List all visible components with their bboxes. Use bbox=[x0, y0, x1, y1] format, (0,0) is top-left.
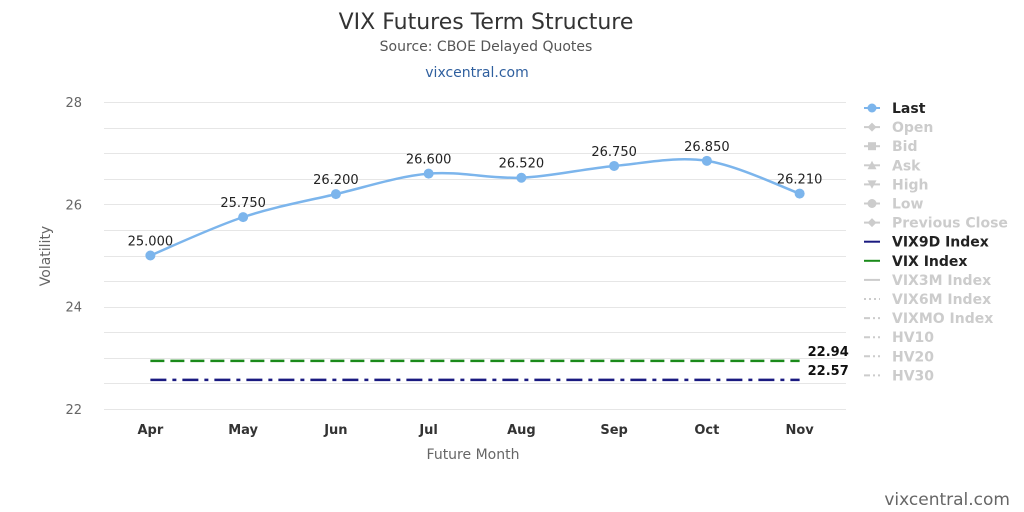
legend-label: VIX9D Index bbox=[892, 235, 989, 251]
legend-label: Low bbox=[892, 197, 924, 213]
reference-line-label: 22.94 bbox=[808, 345, 849, 360]
legend-label: VIX6M Index bbox=[892, 292, 991, 308]
legend-item[interactable]: VIX6M Index bbox=[864, 292, 991, 308]
data-point[interactable] bbox=[516, 172, 527, 183]
legend-label: Previous Close bbox=[892, 216, 1008, 232]
legend-label: VIX Index bbox=[892, 254, 967, 270]
legend-label: VIX3M Index bbox=[892, 273, 991, 289]
legend-item[interactable]: HV30 bbox=[864, 368, 934, 384]
legend-circle-icon bbox=[867, 199, 877, 208]
reference-lines: 22.94 22.57 bbox=[150, 345, 849, 382]
legend-item[interactable]: VIX Index bbox=[864, 254, 967, 270]
data-label: 26.210 bbox=[777, 173, 823, 188]
x-tick-label: Apr bbox=[137, 423, 163, 438]
series-last: 25.000 25.750 26.200 26.600 26.520 26.750 26.8… bbox=[128, 140, 823, 261]
legend-item[interactable]: VIX3M Index bbox=[864, 273, 991, 289]
data-label: 26.520 bbox=[499, 157, 545, 172]
y-tick-label: 28 bbox=[65, 96, 82, 111]
data-point[interactable] bbox=[423, 168, 434, 179]
legend-item[interactable]: Previous Close bbox=[864, 216, 1008, 232]
legend-item[interactable]: Bid bbox=[864, 139, 918, 155]
y-tick-label: 26 bbox=[65, 198, 82, 213]
legend-item[interactable]: High bbox=[864, 177, 929, 193]
legend-circle-icon bbox=[867, 103, 877, 113]
legend-label: VIXMO Index bbox=[892, 311, 993, 327]
data-point[interactable] bbox=[238, 212, 249, 223]
x-tick-label: Aug bbox=[507, 423, 536, 438]
data-label: 26.850 bbox=[684, 140, 730, 155]
data-label: 25.750 bbox=[220, 196, 266, 211]
legend-label: High bbox=[892, 177, 929, 193]
x-axis-title: Future Month bbox=[427, 447, 520, 463]
legend-item[interactable]: VIX9D Index bbox=[864, 235, 989, 251]
x-tick-label: May bbox=[228, 423, 258, 438]
legend-item[interactable]: Low bbox=[864, 197, 924, 213]
legend-diamond-icon bbox=[867, 122, 877, 132]
x-tick-label: Jul bbox=[418, 423, 438, 438]
y-axis-title: Volatility bbox=[38, 226, 54, 286]
legend-label: Bid bbox=[892, 139, 918, 155]
legend-label: Ask bbox=[892, 158, 921, 174]
y-tick-label: 22 bbox=[65, 403, 82, 418]
data-label: 25.000 bbox=[128, 235, 174, 250]
legend-item[interactable]: HV10 bbox=[864, 330, 934, 346]
legend-item[interactable]: Open bbox=[864, 120, 933, 136]
data-label: 26.600 bbox=[406, 153, 452, 168]
data-point[interactable] bbox=[701, 155, 712, 166]
data-point[interactable] bbox=[145, 250, 156, 261]
x-tick-label: Nov bbox=[785, 423, 814, 438]
legend-label: HV30 bbox=[892, 368, 934, 384]
legend-label: Open bbox=[892, 120, 933, 136]
reference-line-label: 22.57 bbox=[808, 364, 849, 379]
legend-label: HV10 bbox=[892, 330, 934, 346]
data-point[interactable] bbox=[794, 188, 805, 199]
data-point[interactable] bbox=[609, 160, 620, 171]
legend-label: HV20 bbox=[892, 349, 934, 365]
legend: Last Open Bid Ask High Low Previous Close VIX9D… bbox=[864, 101, 1008, 384]
vixcentral-link[interactable]: vixcentral.com bbox=[425, 65, 528, 81]
chart-title: VIX Futures Term Structure bbox=[339, 10, 634, 35]
data-label: 26.750 bbox=[591, 145, 637, 160]
x-tick-label: Oct bbox=[694, 423, 719, 438]
legend-label: Last bbox=[892, 101, 926, 117]
legend-item[interactable]: VIXMO Index bbox=[864, 311, 993, 327]
chart-subtitle: Source: CBOE Delayed Quotes bbox=[380, 39, 593, 55]
credit-link[interactable]: vixcentral.com bbox=[884, 490, 1010, 510]
x-tick-label: Jun bbox=[323, 423, 347, 438]
legend-square-icon bbox=[868, 142, 876, 151]
x-tick-label: Sep bbox=[600, 423, 628, 438]
legend-diamond-icon bbox=[867, 218, 877, 228]
x-axis-ticks: Apr May Jun Jul Aug Sep Oct Nov bbox=[137, 423, 814, 438]
legend-triangle-down-icon bbox=[867, 180, 877, 189]
legend-item[interactable]: HV20 bbox=[864, 349, 934, 365]
data-label: 26.200 bbox=[313, 173, 359, 188]
y-axis-ticks: 22 24 26 28 bbox=[65, 96, 82, 418]
legend-item[interactable]: Ask bbox=[864, 158, 921, 174]
legend-triangle-icon bbox=[867, 160, 877, 170]
grid-lines bbox=[104, 102, 846, 410]
legend-item[interactable]: Last bbox=[864, 101, 926, 117]
y-tick-label: 24 bbox=[65, 301, 82, 316]
data-point[interactable] bbox=[330, 189, 341, 200]
